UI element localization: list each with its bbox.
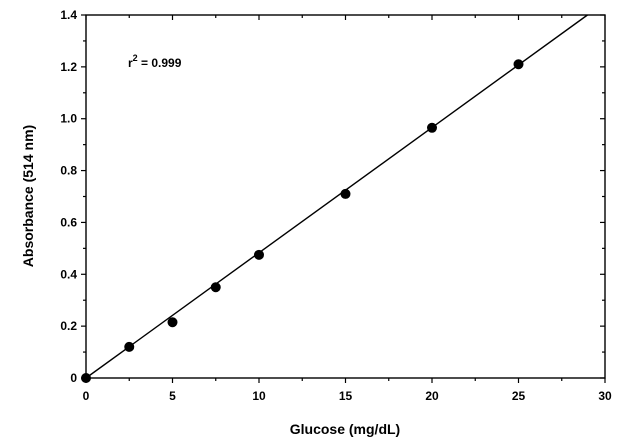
y-tick-label: 0.2 [60, 319, 77, 333]
data-point [167, 317, 178, 328]
x-tick-label: 0 [83, 389, 90, 403]
x-tick-label: 5 [169, 389, 176, 403]
y-tick-label: 1.2 [60, 60, 77, 74]
y-tick-label: 1.0 [60, 112, 77, 126]
fit-line-group [85, 14, 588, 379]
regression-line [85, 14, 588, 379]
x-axis-title: Glucose (mg/dL) [290, 421, 400, 437]
data-point [340, 188, 351, 199]
y-tick-label: 0.8 [60, 164, 77, 178]
x-tick-label: 25 [512, 389, 526, 403]
data-point [427, 122, 437, 133]
r-squared-base: r [128, 56, 133, 70]
ticks: 0 5 10 15 20 25 30 0 0.2 0.4 0.6 0.8 1.0 1.2 1.4 [60, 8, 612, 403]
data-points [81, 59, 524, 383]
r-squared-superscript: 2 [133, 53, 138, 63]
y-tick-label: 0.4 [60, 267, 77, 281]
r-squared-value: = 0.999 [138, 56, 182, 70]
y-tick-label: 0 [70, 371, 77, 385]
y-tick-label: 1.4 [60, 8, 77, 22]
x-tick-label: 10 [252, 389, 266, 403]
data-point [210, 282, 221, 293]
x-tick-label: 30 [598, 389, 612, 403]
data-point [81, 373, 91, 383]
y-axis-title: Absorbance (514 nm) [20, 125, 36, 267]
r-squared-annotation: r2 = 0.999 [128, 53, 182, 70]
data-point [124, 341, 135, 352]
data-point [513, 59, 524, 70]
y-tick-label: 0.6 [60, 215, 77, 229]
x-tick-label: 20 [425, 389, 439, 403]
x-tick-label: 15 [339, 389, 353, 403]
data-point [254, 249, 264, 260]
